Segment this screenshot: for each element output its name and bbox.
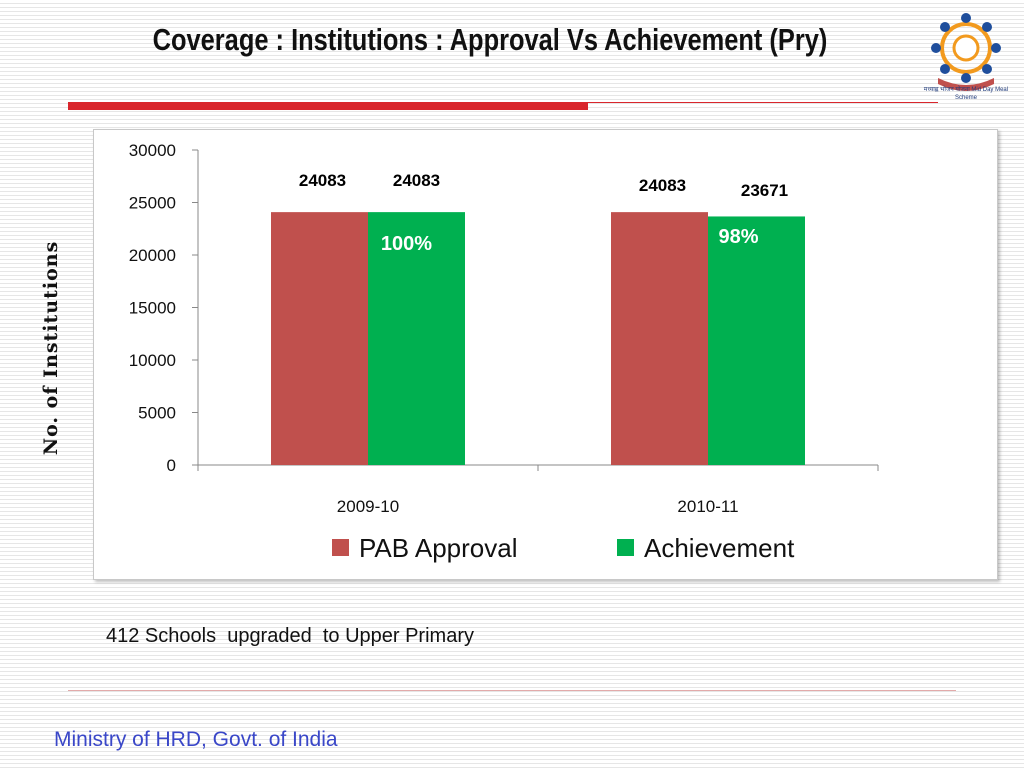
bar-approval <box>271 212 368 465</box>
achievement-percent-label: 100% <box>381 233 432 255</box>
footer-divider <box>68 690 956 691</box>
data-label: 24083 <box>299 171 346 190</box>
legend-label: PAB Approval <box>359 533 518 563</box>
achievement-percent-label: 98% <box>718 226 758 248</box>
title-underline-thin <box>588 102 938 103</box>
y-tick-label: 10000 <box>129 351 176 370</box>
footer-text: Ministry of HRD, Govt. of India <box>54 728 338 751</box>
data-label: 24083 <box>393 171 440 190</box>
bar-achievement <box>708 216 805 465</box>
y-tick-label: 25000 <box>129 194 176 213</box>
title-underline <box>68 102 588 110</box>
bar-approval <box>611 212 708 465</box>
data-label: 24083 <box>639 176 686 195</box>
legend-label: Achievement <box>644 533 795 563</box>
chart-frame <box>93 129 998 580</box>
note-text: 412 Schools upgraded to Upper Primary <box>106 625 474 647</box>
y-tick-label: 30000 <box>129 141 176 160</box>
data-label: 23671 <box>741 181 788 200</box>
legend-swatch <box>617 539 634 556</box>
y-axis-title: No. of Institutions <box>40 240 62 456</box>
bar-achievement <box>368 212 465 465</box>
y-tick-label: 5000 <box>138 404 176 423</box>
y-tick-label: 20000 <box>129 246 176 265</box>
x-tick-label: 2009-10 <box>337 497 399 516</box>
slide-title: Coverage : Institutions : Approval Vs Ac… <box>152 22 828 57</box>
x-tick-label: 2010-11 <box>677 497 738 516</box>
logo-caption: मध्याह्न भोजन योजना Mid Day Meal Scheme <box>923 87 1009 101</box>
legend-swatch <box>332 539 349 556</box>
mid-day-meal-logo-icon <box>931 13 1001 91</box>
bar-chart: 0 5000 10000 15000 20000 25000 30000 2009-10 240… <box>129 141 879 563</box>
y-tick-label: 0 <box>167 456 176 475</box>
y-tick-label: 15000 <box>129 299 176 318</box>
